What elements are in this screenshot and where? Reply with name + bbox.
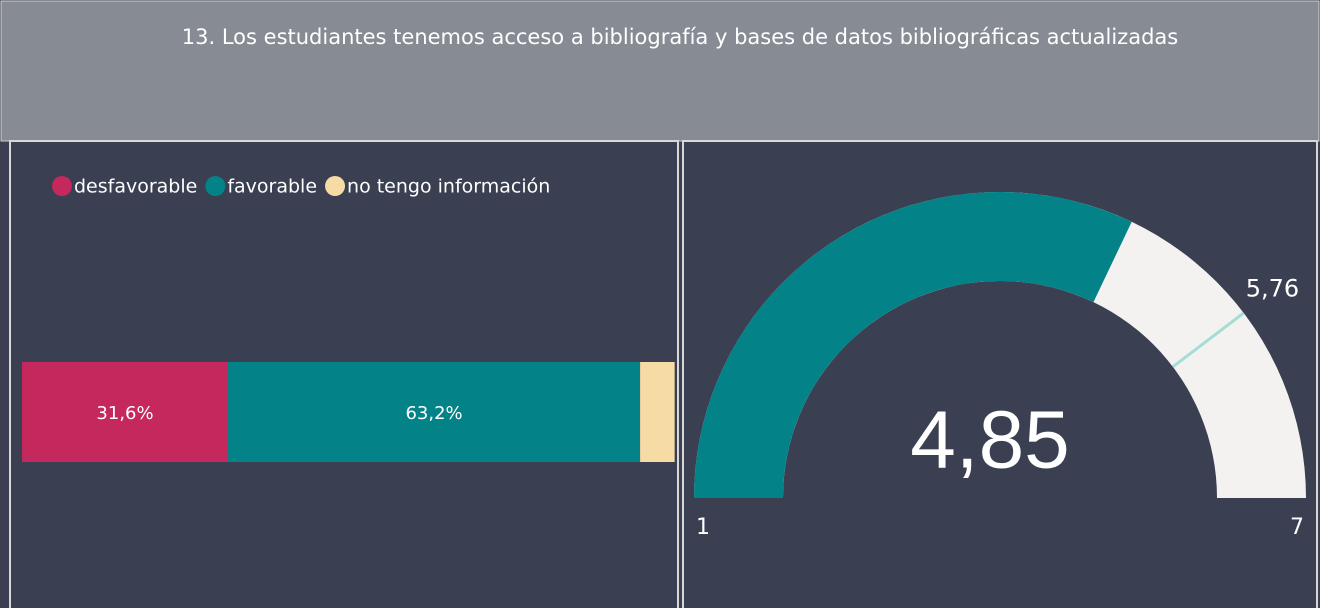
gauge-target bbox=[1171, 311, 1245, 368]
bar-segment bbox=[640, 362, 675, 462]
legend-label: no tengo información bbox=[347, 176, 550, 198]
gauge-max: 7 bbox=[1290, 515, 1304, 540]
legend-swatch bbox=[52, 176, 72, 196]
header-panel bbox=[0, 0, 1320, 142]
data-label: 31,6% bbox=[96, 403, 153, 424]
bar-segment bbox=[228, 362, 641, 462]
bar-segment bbox=[22, 362, 229, 462]
legend-swatch bbox=[205, 176, 226, 196]
legend-label: desfavorable bbox=[74, 176, 197, 198]
gauge-value: 4,85 bbox=[910, 395, 1070, 486]
gauge-fill bbox=[694, 192, 1132, 498]
header-title: 13. Los estudiantes tenemos acceso a bib… bbox=[182, 25, 1178, 49]
gauge-min: 1 bbox=[696, 515, 710, 540]
target-label: 5,76 bbox=[1246, 274, 1299, 302]
data-label: 63,2% bbox=[405, 403, 462, 424]
legend-swatch bbox=[325, 176, 346, 196]
legend-label: favorable bbox=[227, 176, 317, 198]
